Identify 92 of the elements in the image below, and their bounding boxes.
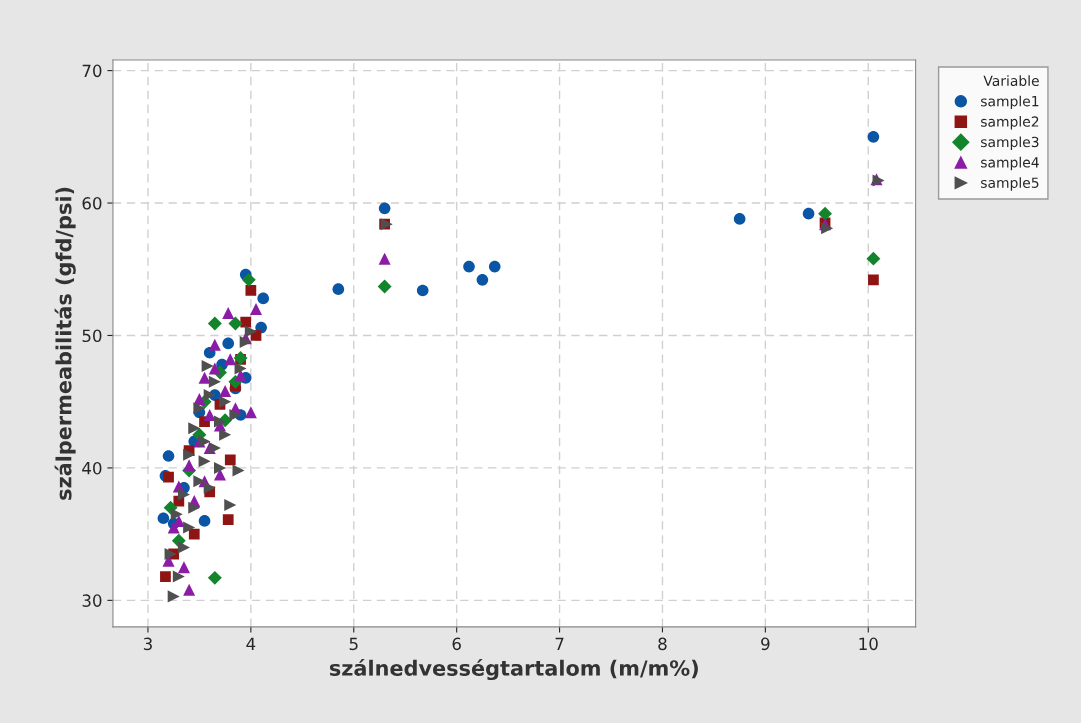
point bbox=[222, 306, 235, 319]
point bbox=[377, 279, 392, 294]
x-axis-title: szálnedvességtartalom (m/m%) bbox=[329, 658, 698, 681]
point bbox=[821, 222, 834, 235]
point bbox=[244, 325, 257, 338]
x-tick-label: 8 bbox=[658, 637, 667, 651]
point bbox=[257, 292, 270, 305]
y-tick-label: 30 bbox=[82, 594, 102, 607]
point bbox=[219, 395, 232, 408]
point bbox=[188, 528, 200, 540]
point bbox=[201, 359, 214, 372]
point bbox=[157, 512, 170, 525]
point bbox=[245, 285, 257, 296]
point bbox=[172, 570, 185, 583]
point bbox=[249, 302, 263, 316]
point bbox=[234, 362, 247, 375]
x-tick-label: 3 bbox=[143, 637, 152, 651]
point bbox=[229, 408, 242, 421]
point bbox=[177, 541, 190, 554]
x-tick-label: 10 bbox=[859, 637, 878, 651]
point bbox=[167, 521, 180, 534]
point bbox=[198, 435, 211, 448]
point bbox=[378, 202, 391, 215]
point bbox=[208, 362, 221, 375]
point bbox=[163, 471, 174, 483]
point bbox=[378, 252, 391, 265]
point bbox=[868, 274, 879, 286]
point bbox=[213, 461, 226, 474]
point bbox=[183, 521, 196, 534]
point bbox=[183, 459, 196, 472]
point bbox=[232, 464, 245, 477]
point bbox=[160, 571, 171, 582]
point bbox=[818, 206, 832, 221]
point bbox=[198, 455, 211, 468]
point bbox=[488, 260, 501, 273]
point bbox=[177, 561, 190, 574]
point bbox=[208, 375, 221, 388]
point bbox=[222, 337, 235, 350]
point bbox=[198, 515, 211, 527]
point bbox=[332, 283, 345, 295]
x-tick-label: 7 bbox=[555, 637, 564, 650]
legend-label: sample3 bbox=[981, 136, 1039, 150]
point bbox=[203, 389, 216, 402]
point bbox=[224, 498, 237, 512]
point bbox=[733, 213, 746, 225]
y-tick-label: 60 bbox=[82, 197, 102, 210]
point bbox=[222, 514, 234, 525]
legend-label: sample5 bbox=[981, 177, 1039, 191]
point bbox=[463, 260, 475, 273]
point bbox=[188, 501, 201, 514]
point bbox=[244, 406, 257, 419]
point bbox=[224, 454, 236, 466]
point bbox=[193, 393, 206, 406]
point bbox=[177, 488, 190, 501]
legend-label: sample2 bbox=[981, 116, 1039, 130]
point bbox=[476, 274, 489, 286]
point bbox=[164, 547, 177, 561]
y-tick-label: 40 bbox=[82, 461, 102, 475]
point bbox=[240, 316, 252, 328]
point bbox=[241, 272, 256, 287]
point bbox=[228, 316, 243, 331]
point bbox=[170, 508, 183, 521]
legend-label: sample4 bbox=[981, 156, 1039, 171]
point bbox=[162, 450, 175, 462]
point bbox=[213, 415, 226, 428]
point bbox=[867, 131, 880, 143]
x-tick-label: 4 bbox=[246, 637, 256, 650]
point bbox=[207, 316, 222, 331]
point bbox=[416, 284, 429, 297]
legend-label: sample1 bbox=[981, 95, 1039, 110]
point bbox=[207, 570, 222, 585]
point bbox=[188, 422, 201, 435]
x-tick-label: 9 bbox=[761, 637, 770, 651]
point bbox=[219, 385, 232, 398]
point bbox=[193, 402, 206, 415]
point bbox=[239, 336, 252, 349]
point bbox=[208, 442, 221, 455]
point bbox=[203, 481, 216, 494]
x-tick-label: 6 bbox=[452, 637, 461, 651]
x-tick-label: 5 bbox=[349, 637, 358, 651]
y-tick-label: 50 bbox=[82, 329, 102, 343]
y-tick-label: 70 bbox=[82, 64, 102, 78]
point bbox=[208, 338, 221, 351]
point bbox=[193, 475, 206, 488]
point bbox=[183, 448, 196, 461]
point bbox=[167, 590, 180, 603]
y-axis-title: szálpermeabilitás (gfd/psi) bbox=[54, 187, 76, 500]
legend-title: Variable bbox=[983, 75, 1039, 87]
point bbox=[802, 207, 815, 220]
point bbox=[183, 583, 196, 596]
point bbox=[219, 428, 232, 441]
point bbox=[866, 251, 881, 266]
